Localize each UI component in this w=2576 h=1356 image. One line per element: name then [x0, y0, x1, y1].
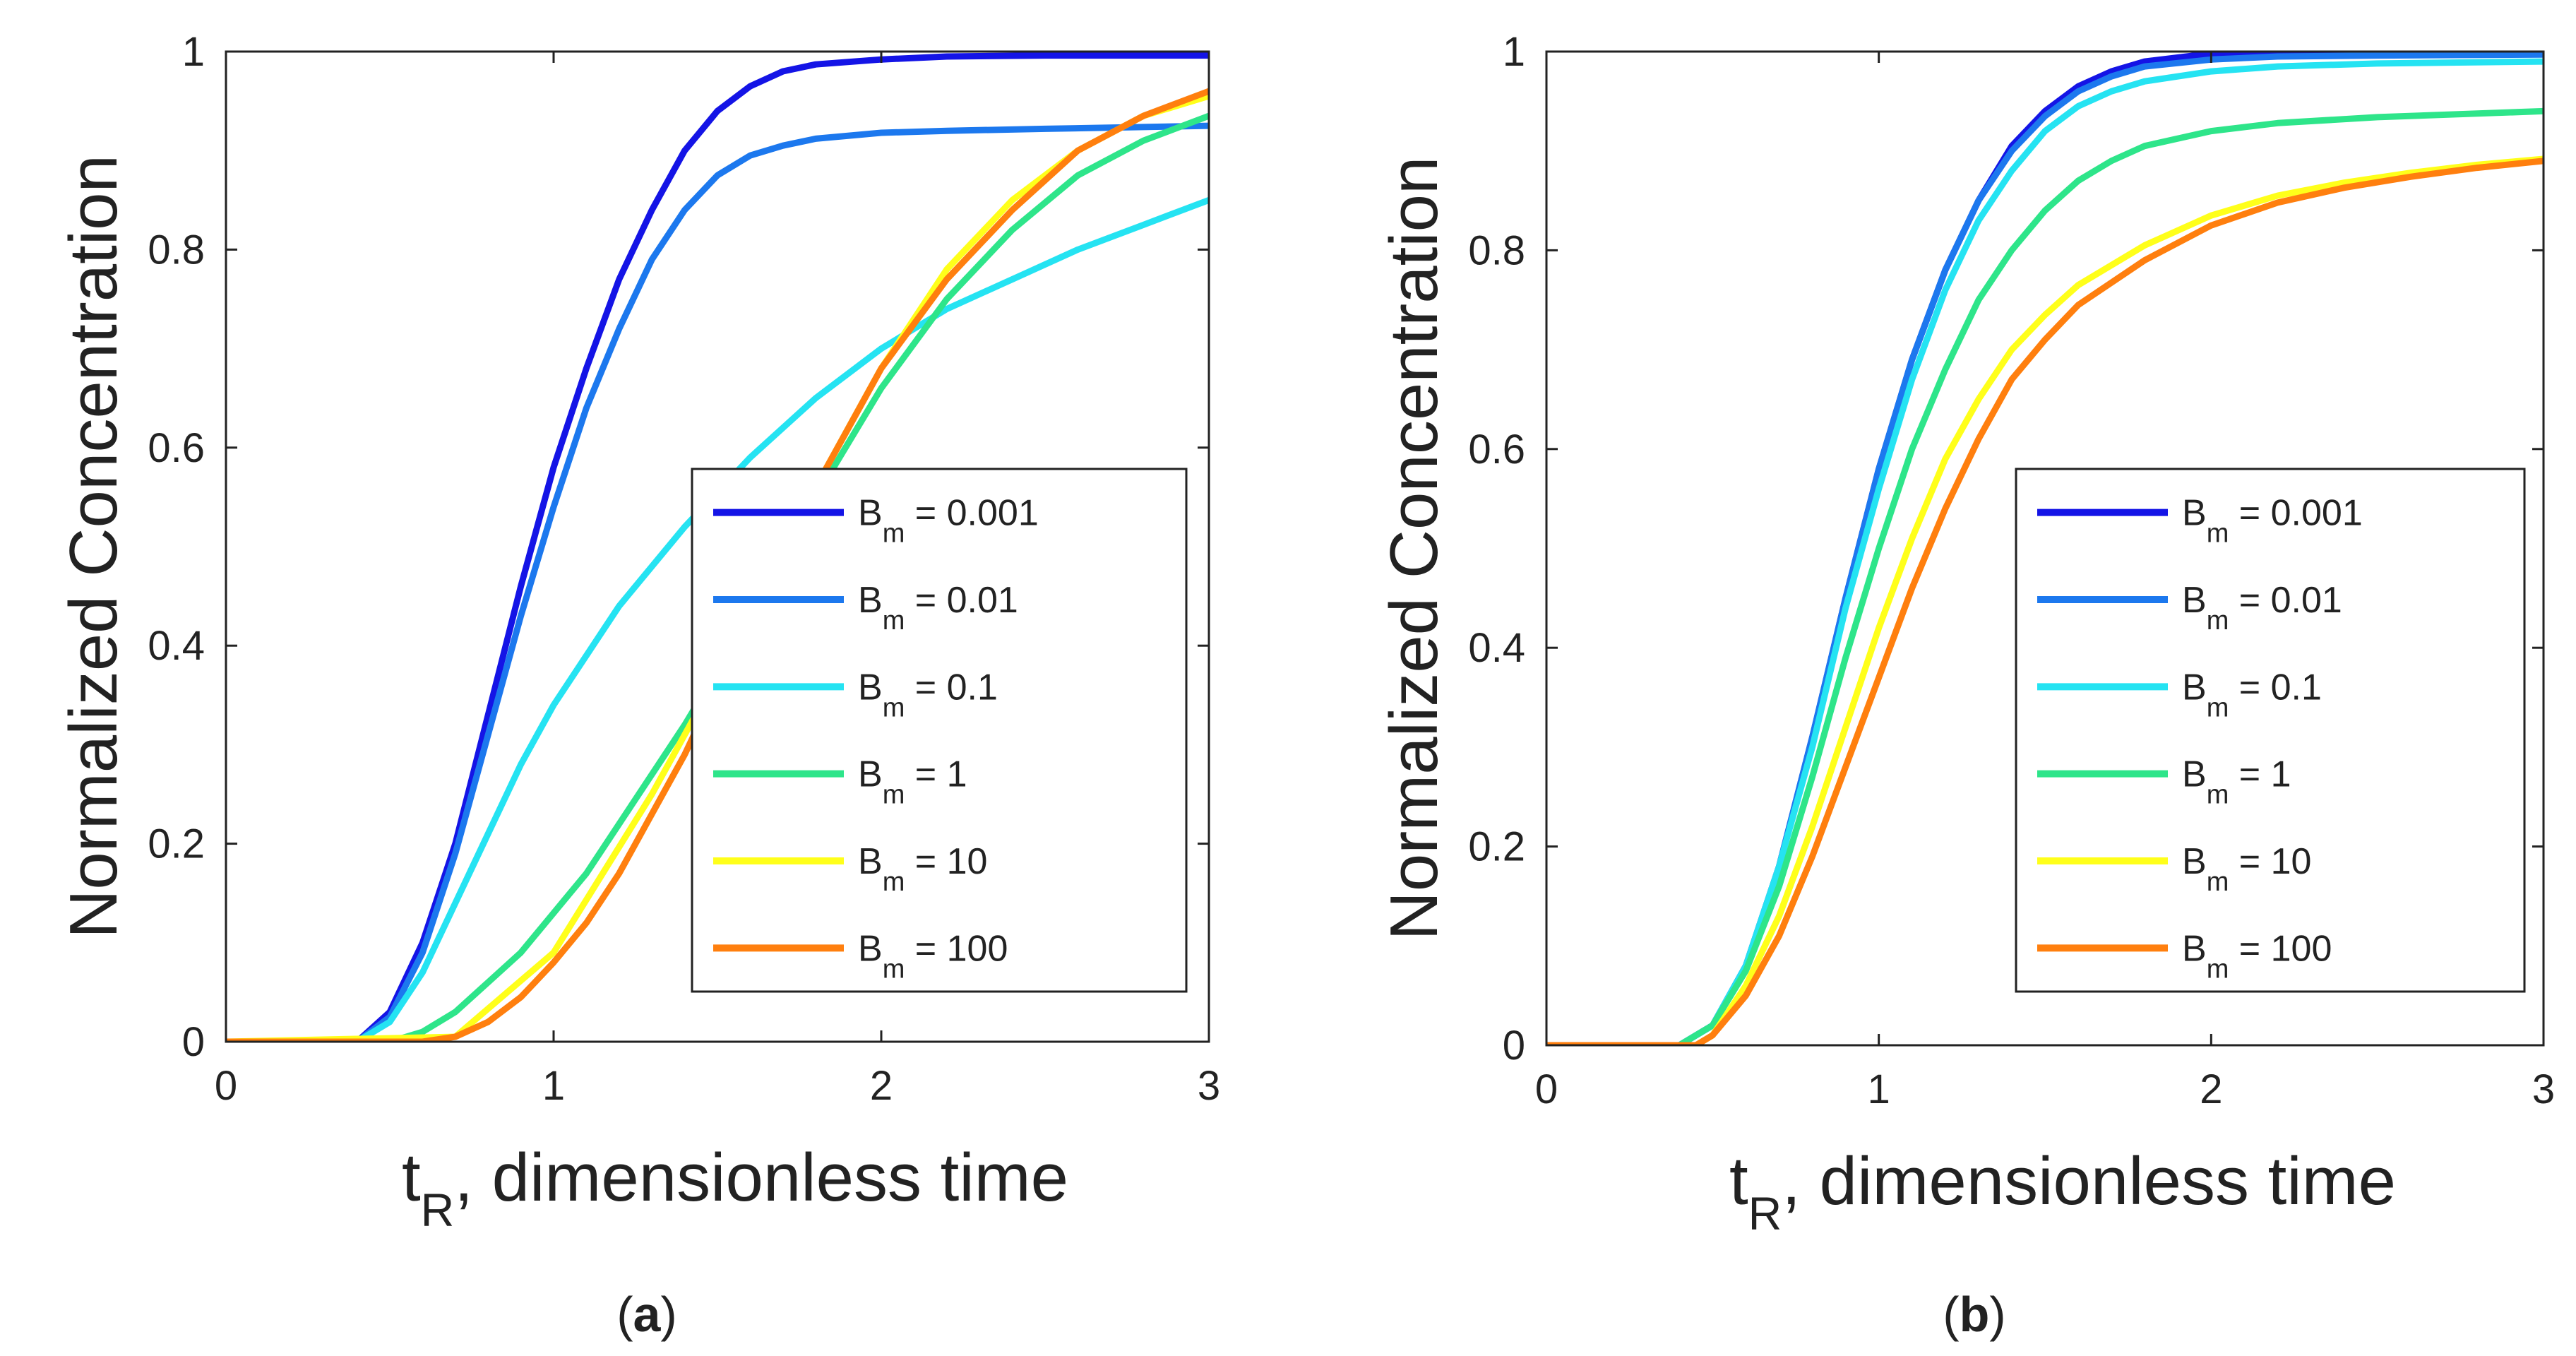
y-tick-label: 0	[1503, 1023, 1525, 1069]
legend-label-main: B	[858, 580, 883, 621]
legend-label: Bm = 0.01	[2182, 580, 2342, 636]
y-tick-label: 0.4	[148, 623, 205, 669]
legend-label: Bm = 1	[858, 754, 967, 810]
legend-label: Bm = 10	[2182, 841, 2311, 897]
legend-label-main: B	[858, 493, 883, 534]
x-tick-label: 0	[1535, 1066, 1558, 1112]
legend-label-main: B	[2182, 754, 2207, 795]
x-tick-label: 2	[2200, 1066, 2222, 1112]
y-tick-label: 0.8	[148, 227, 205, 273]
legend-label-sub: m	[883, 867, 905, 897]
legend-label-sub: m	[883, 519, 905, 549]
legend-label-value: = 0.001	[2229, 493, 2362, 534]
legend-label: Bm = 0.01	[858, 580, 1018, 636]
y-axis-label: Normalized Concentration	[1376, 157, 1452, 941]
x-axis-label-main: t	[402, 1140, 421, 1215]
legend-label: Bm = 1	[2182, 754, 2291, 810]
y-axis-label: Normalized Concentration	[56, 155, 131, 939]
x-axis-label: tR, dimensionless time	[402, 1140, 1068, 1236]
series-group	[1546, 52, 2544, 1045]
legend-label-main: B	[2182, 841, 2207, 882]
panel-label: (a)	[616, 1287, 677, 1342]
legend-label-value: = 100	[905, 928, 1008, 969]
x-axis-label-sub: R	[1748, 1187, 1782, 1239]
y-tick-label: 0	[182, 1019, 205, 1065]
legend-label-sub: m	[2207, 780, 2229, 810]
legend-label-sub: m	[2207, 954, 2229, 984]
legend-label-main: B	[858, 667, 883, 708]
y-tick-label: 0.4	[1468, 625, 1525, 671]
y-tick-label: 1	[182, 29, 205, 75]
legend-label-value: = 0.001	[905, 493, 1038, 534]
legend-label-value: = 0.01	[2229, 580, 2342, 621]
x-axis-label-rest: , dimensionless time	[454, 1140, 1068, 1215]
y-tick-label: 0.6	[148, 425, 205, 471]
y-tick-label: 0.2	[1468, 824, 1525, 870]
legend-label-sub: m	[2207, 693, 2229, 722]
series-line-4	[1546, 107, 2544, 1045]
legend-label-value: = 0.1	[905, 667, 998, 708]
y-tick-label: 0.2	[148, 821, 205, 867]
series-line-4	[226, 112, 1209, 1042]
legend-label-value: = 1	[905, 754, 967, 795]
legend-box	[691, 468, 1188, 993]
legend-box	[2015, 468, 2526, 993]
x-axis-label: tR, dimensionless time	[1729, 1143, 2396, 1239]
legend-label-sub: m	[883, 954, 905, 984]
y-tick-label: 0.6	[1468, 427, 1525, 472]
legend-label-value: = 100	[2229, 928, 2332, 969]
legend-label-value: = 0.1	[2229, 667, 2322, 708]
legend-label: Bm = 0.1	[2182, 667, 2322, 722]
axes-box	[225, 50, 1210, 1043]
x-tick-label: 1	[1868, 1066, 1890, 1112]
axes-box	[1545, 50, 2545, 1047]
legend-label: Bm = 0.1	[858, 667, 998, 722]
legend-label: Bm = 100	[2182, 928, 2332, 984]
legend-label: Bm = 0.001	[2182, 493, 2363, 549]
panel-label: (b)	[1943, 1287, 2005, 1342]
chart-panel-a: 0 1 2 3 0 0.2 0.4 0.6 0.8 1 tR, dimensionless time…	[56, 29, 1220, 1342]
legend-label-sub: m	[883, 780, 905, 810]
legend-label-value: = 1	[2229, 754, 2291, 795]
x-axis-label-rest: , dimensionless time	[1782, 1143, 2396, 1219]
legend-label-main: B	[858, 754, 883, 795]
y-tick-label: 0.8	[1468, 227, 1525, 273]
legend-label-main: B	[858, 841, 883, 882]
x-tick-label: 3	[2532, 1066, 2555, 1112]
legend-label-sub: m	[2207, 606, 2229, 636]
series-line-6	[1546, 157, 2544, 1045]
series-line-5	[1546, 155, 2544, 1045]
x-tick-label: 0	[215, 1063, 237, 1109]
legend-label-main: B	[2182, 493, 2207, 534]
legend-label: Bm = 10	[858, 841, 987, 897]
legend-label-value: = 0.01	[905, 580, 1018, 621]
x-axis-label-main: t	[1729, 1143, 1748, 1219]
y-tick-label: 1	[1503, 29, 1525, 75]
legend-label-value: = 10	[2229, 841, 2311, 882]
legend-label-sub: m	[2207, 867, 2229, 897]
x-tick-label: 1	[542, 1063, 565, 1109]
legend-label: Bm = 100	[858, 928, 1008, 984]
legend-label-sub: m	[2207, 519, 2229, 549]
legend-label-main: B	[858, 928, 883, 969]
legend-label-value: = 10	[905, 841, 987, 882]
legend-label: Bm = 0.001	[858, 493, 1039, 549]
legend-label-sub: m	[883, 693, 905, 722]
x-axis-label-sub: R	[421, 1184, 455, 1236]
legend-label-main: B	[2182, 928, 2207, 969]
legend-label-main: B	[2182, 667, 2207, 708]
legend-label-sub: m	[883, 606, 905, 636]
series-line-2	[226, 122, 1209, 1042]
x-tick-label: 2	[870, 1063, 893, 1109]
x-tick-label: 3	[1198, 1063, 1220, 1109]
legend-label-main: B	[2182, 580, 2207, 621]
series-line-3	[226, 196, 1209, 1042]
chart-panel-b: 0 1 2 3 0 0.2 0.4 0.6 0.8 1 tR, dimensionless time…	[1376, 29, 2555, 1342]
